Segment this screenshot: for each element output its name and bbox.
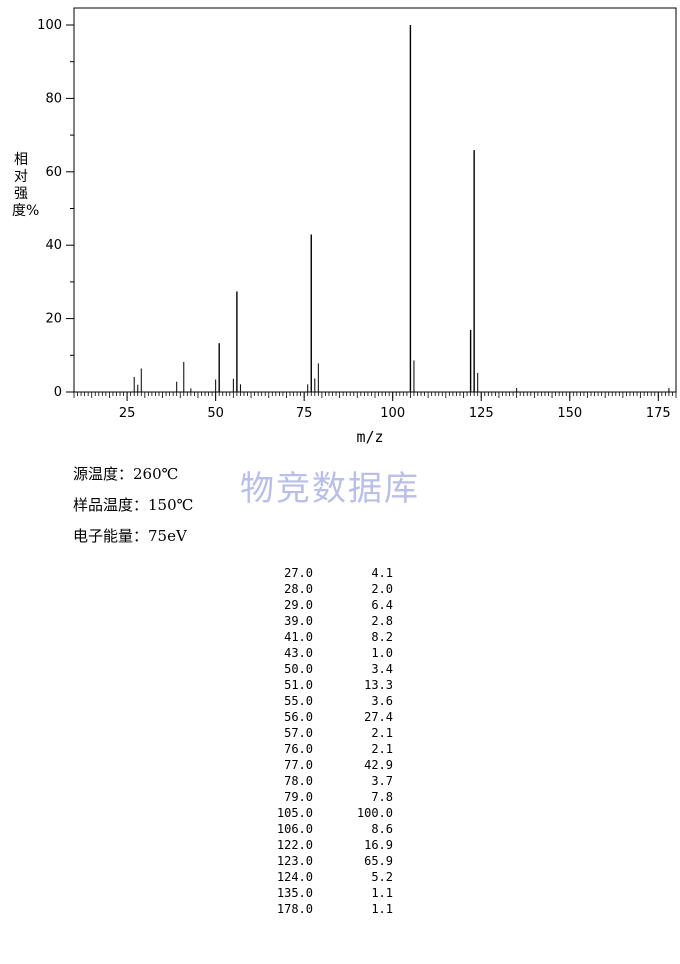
- source-temperature: 源温度：260℃: [73, 465, 179, 483]
- peak-row: 41.0 8.2: [260, 629, 393, 645]
- peak-intensity: 27.4: [364, 710, 393, 724]
- peak-mz: 124.0: [276, 870, 313, 884]
- x-tick-label: 100: [380, 406, 405, 421]
- y-tick-label: 20: [45, 312, 62, 327]
- peak-row: 178.0 1.1: [260, 901, 393, 917]
- electron-energy: 电子能量：75eV: [73, 527, 187, 545]
- peak-row: 79.0 7.8: [260, 789, 393, 805]
- peak-mz: 27.0: [284, 566, 313, 580]
- peak-intensity: 2.1: [371, 742, 393, 756]
- peak-intensity: 1.1: [371, 902, 393, 916]
- y-axis-ticks: 0 20 40 60 80 100: [37, 18, 74, 400]
- peak-row: 78.0 3.7: [260, 773, 393, 789]
- y-tick-label: 80: [45, 91, 62, 106]
- peak-intensity: 3.7: [371, 774, 393, 788]
- peak-intensity: 2.1: [371, 726, 393, 740]
- peak-intensity: 3.4: [371, 662, 393, 676]
- peak-row: 76.0 2.1: [260, 741, 393, 757]
- spectrum-peaks: [133, 25, 670, 392]
- peak-intensity: 1.1: [371, 886, 393, 900]
- peak-mz: 56.0: [284, 710, 313, 724]
- peak-mz: 78.0: [284, 774, 313, 788]
- peak-intensity: 100.0: [356, 806, 393, 820]
- sample-temperature: 样品温度：150℃: [73, 496, 194, 514]
- peak-row: 29.0 6.4: [260, 597, 393, 613]
- peak-row: 50.0 3.4: [260, 661, 393, 677]
- peak-row: 77.0 42.9: [260, 757, 393, 773]
- peak-intensity: 1.0: [371, 646, 393, 660]
- peak-row: 123.0 65.9: [260, 853, 393, 869]
- peak-row: 124.0 5.2: [260, 869, 393, 885]
- x-axis-ticks: 25 50 75 100 125 150 175: [119, 392, 671, 421]
- peak-mz: 122.0: [276, 838, 313, 852]
- peak-row: 28.0 2.0: [260, 581, 393, 597]
- peak-row: 106.0 8.6: [260, 821, 393, 837]
- peak-intensity: 42.9: [364, 758, 393, 772]
- peak-row: 135.0 1.1: [260, 885, 393, 901]
- peak-intensity: 3.6: [371, 694, 393, 708]
- y-tick-label: 100: [37, 18, 62, 33]
- mass-spectrum-chart: 25 50 75 100 125 150 175 0 20 40 60 80 100: [37, 7, 677, 421]
- peak-mz: 135.0: [276, 886, 313, 900]
- plot-frame: [73, 7, 677, 393]
- peak-mz: 50.0: [284, 662, 313, 676]
- peak-table: 27.0 4.1 28.0 2.0 29.0 6.4 39.0 2.8 41.0 8.2 43.0 1…: [260, 565, 393, 917]
- peak-mz: 39.0: [284, 614, 313, 628]
- peak-mz: 29.0: [284, 598, 313, 612]
- peak-mz: 43.0: [284, 646, 313, 660]
- watermark-text: 物竞数据库: [240, 469, 420, 509]
- y-tick-label: 60: [45, 165, 62, 180]
- x-tick-label: 125: [469, 406, 494, 421]
- peak-intensity: 7.8: [371, 790, 393, 804]
- peak-intensity: 2.0: [371, 582, 393, 596]
- peak-row: 57.0 2.1: [260, 725, 393, 741]
- peak-row: 55.0 3.6: [260, 693, 393, 709]
- y-axis-label: 相对强度%: [12, 152, 40, 219]
- peak-mz: 77.0: [284, 758, 313, 772]
- y-tick-label: 40: [45, 238, 62, 253]
- x-tick-label: 175: [646, 406, 671, 421]
- peak-mz: 123.0: [276, 854, 313, 868]
- y-tick-label: 0: [54, 385, 62, 400]
- x-tick-label: 25: [119, 406, 136, 421]
- peak-row: 39.0 2.8: [260, 613, 393, 629]
- peak-mz: 55.0: [284, 694, 313, 708]
- peak-mz: 41.0: [284, 630, 313, 644]
- peak-intensity: 13.3: [364, 678, 393, 692]
- peak-row: 27.0 4.1: [260, 565, 393, 581]
- peak-intensity: 4.1: [371, 566, 393, 580]
- x-tick-label: 75: [296, 406, 313, 421]
- x-tick-label: 150: [557, 406, 582, 421]
- peak-mz: 28.0: [284, 582, 313, 596]
- peak-intensity: 8.2: [371, 630, 393, 644]
- x-tick-label: 50: [207, 406, 224, 421]
- peak-mz: 57.0: [284, 726, 313, 740]
- peak-row: 105.0 100.0: [260, 805, 393, 821]
- peak-mz: 105.0: [276, 806, 313, 820]
- peak-row: 43.0 1.0: [260, 645, 393, 661]
- peak-intensity: 5.2: [371, 870, 393, 884]
- peak-mz: 106.0: [276, 822, 313, 836]
- peak-intensity: 8.6: [371, 822, 393, 836]
- peak-intensity: 6.4: [371, 598, 393, 612]
- peak-row: 122.0 16.9: [260, 837, 393, 853]
- peak-row: 56.0 27.4: [260, 709, 393, 725]
- peak-intensity: 2.8: [371, 614, 393, 628]
- peak-row: 51.0 13.3: [260, 677, 393, 693]
- x-axis-label: m/z: [356, 428, 384, 446]
- peak-mz: 76.0: [284, 742, 313, 756]
- peak-intensity: 16.9: [364, 838, 393, 852]
- peak-mz: 51.0: [284, 678, 313, 692]
- peak-intensity: 65.9: [364, 854, 393, 868]
- x-minor-ticks: [73, 392, 677, 398]
- peak-mz: 79.0: [284, 790, 313, 804]
- peak-mz: 178.0: [276, 902, 313, 916]
